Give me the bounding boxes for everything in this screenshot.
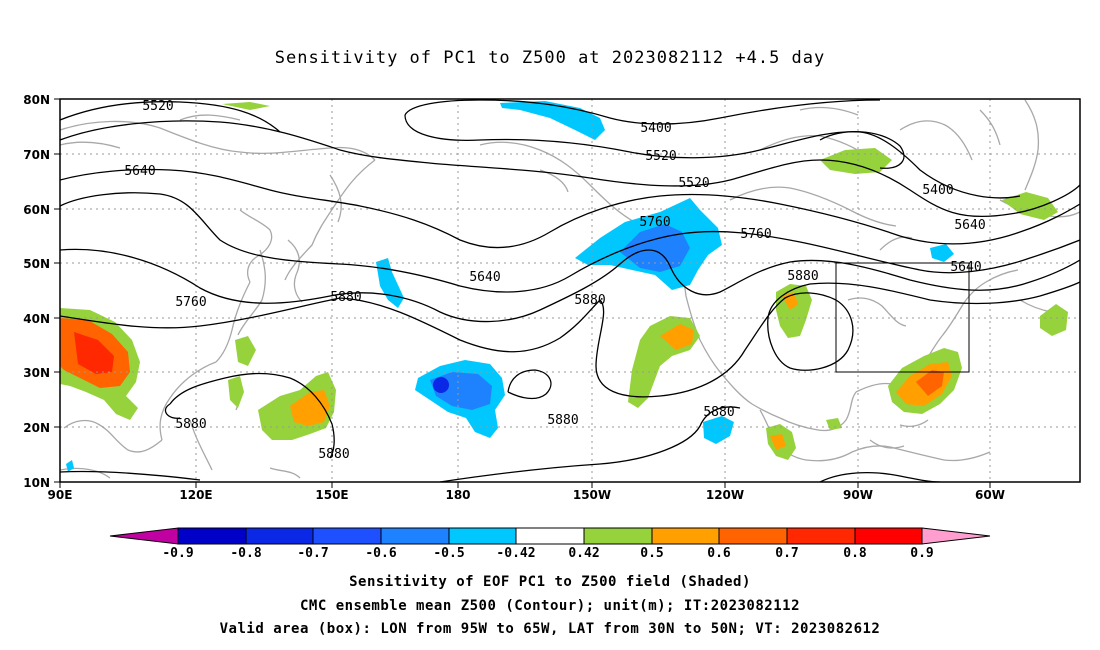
- lat-label: 20N: [23, 421, 50, 435]
- colorbar-label: 0.6: [707, 546, 731, 561]
- lon-label: 90W: [843, 488, 873, 502]
- valid-area-box: [835, 262, 970, 373]
- colorbar-label: -0.5: [433, 546, 464, 561]
- lat-label: 80N: [23, 93, 50, 107]
- contour-label: 5880: [547, 413, 578, 428]
- colorbar-cell: [583, 527, 653, 545]
- contour-label: 5760: [740, 227, 771, 242]
- colorbar-label: 0.9: [910, 546, 933, 561]
- contour-label: 5640: [950, 260, 981, 275]
- colorbar-label: -0.9: [162, 546, 193, 561]
- contour-label: 5520: [645, 149, 676, 164]
- colorbar-label: -0.6: [365, 546, 396, 561]
- caption-contour: CMC ensemble mean Z500 (Contour); unit(m…: [299, 598, 800, 614]
- caption-shaded: Sensitivity of EOF PC1 to Z500 field (Sh…: [349, 574, 751, 590]
- contour-label: 5880: [574, 293, 605, 308]
- sensitivity-shading: [60, 101, 1068, 472]
- map-title: Sensitivity of PC1 to Z500 at 2023082112…: [274, 48, 826, 68]
- lon-label: 60W: [975, 488, 1005, 502]
- lat-label: 50N: [23, 257, 50, 271]
- colorbar-cell: [312, 527, 382, 545]
- lon-label: 180: [445, 488, 470, 502]
- colorbar-cell: [854, 527, 923, 545]
- contour-label: 5400: [640, 121, 671, 136]
- contour-label: 5400: [922, 183, 953, 198]
- colorbar-label: 0.7: [775, 546, 798, 561]
- lon-label: 150E: [315, 488, 348, 502]
- colorbar-label: -0.8: [230, 546, 261, 561]
- colorbar-cell: [921, 527, 991, 545]
- lon-label: 150W: [573, 488, 611, 502]
- colorbar-cell: [109, 527, 179, 545]
- colorbar-cell: [786, 527, 856, 545]
- colorbar: [109, 527, 991, 545]
- lat-label: 40N: [23, 312, 50, 326]
- colorbar-cell: [718, 527, 788, 545]
- contour-label: 5880: [330, 290, 361, 305]
- contour-label: 5880: [175, 417, 206, 432]
- lat-label: 70N: [23, 148, 50, 162]
- z500-contours: [60, 99, 1080, 482]
- colorbar-label: 0.42: [568, 546, 599, 561]
- map-frame: [59, 98, 1081, 483]
- map-plot-area: [60, 99, 1080, 482]
- colorbar-cell: [448, 527, 517, 545]
- contour-label: 5880: [703, 405, 734, 420]
- caption-valid-area: Valid area (box): LON from 95W to 65W, L…: [219, 621, 881, 637]
- contour-label: 5640: [469, 270, 500, 285]
- lon-label: 120E: [179, 488, 212, 502]
- contour-label: 5760: [639, 215, 670, 230]
- colorbar-label: 0.5: [640, 546, 663, 561]
- lat-label: 10N: [23, 476, 50, 490]
- colorbar-label: -0.42: [496, 546, 535, 561]
- contour-label: 5880: [318, 447, 349, 462]
- colorbar-cell: [515, 527, 585, 545]
- colorbar-cell: [651, 527, 720, 545]
- contour-label: 5640: [124, 164, 155, 179]
- contour-label: 5520: [678, 176, 709, 191]
- graticule: [60, 99, 1080, 482]
- contour-label: 5640: [954, 218, 985, 233]
- contour-label: 5760: [175, 295, 206, 310]
- lon-label: 120W: [706, 488, 744, 502]
- lon-label: 90E: [48, 488, 73, 502]
- contour-label: 5880: [787, 269, 818, 284]
- lat-label: 30N: [23, 366, 50, 380]
- colorbar-cell: [177, 527, 247, 545]
- colorbar-cell: [245, 527, 314, 545]
- contour-label: 5520: [142, 99, 173, 114]
- lat-label: 60N: [23, 203, 50, 217]
- colorbar-label: -0.7: [297, 546, 328, 561]
- colorbar-label: 0.8: [843, 546, 867, 561]
- colorbar-cell: [380, 527, 450, 545]
